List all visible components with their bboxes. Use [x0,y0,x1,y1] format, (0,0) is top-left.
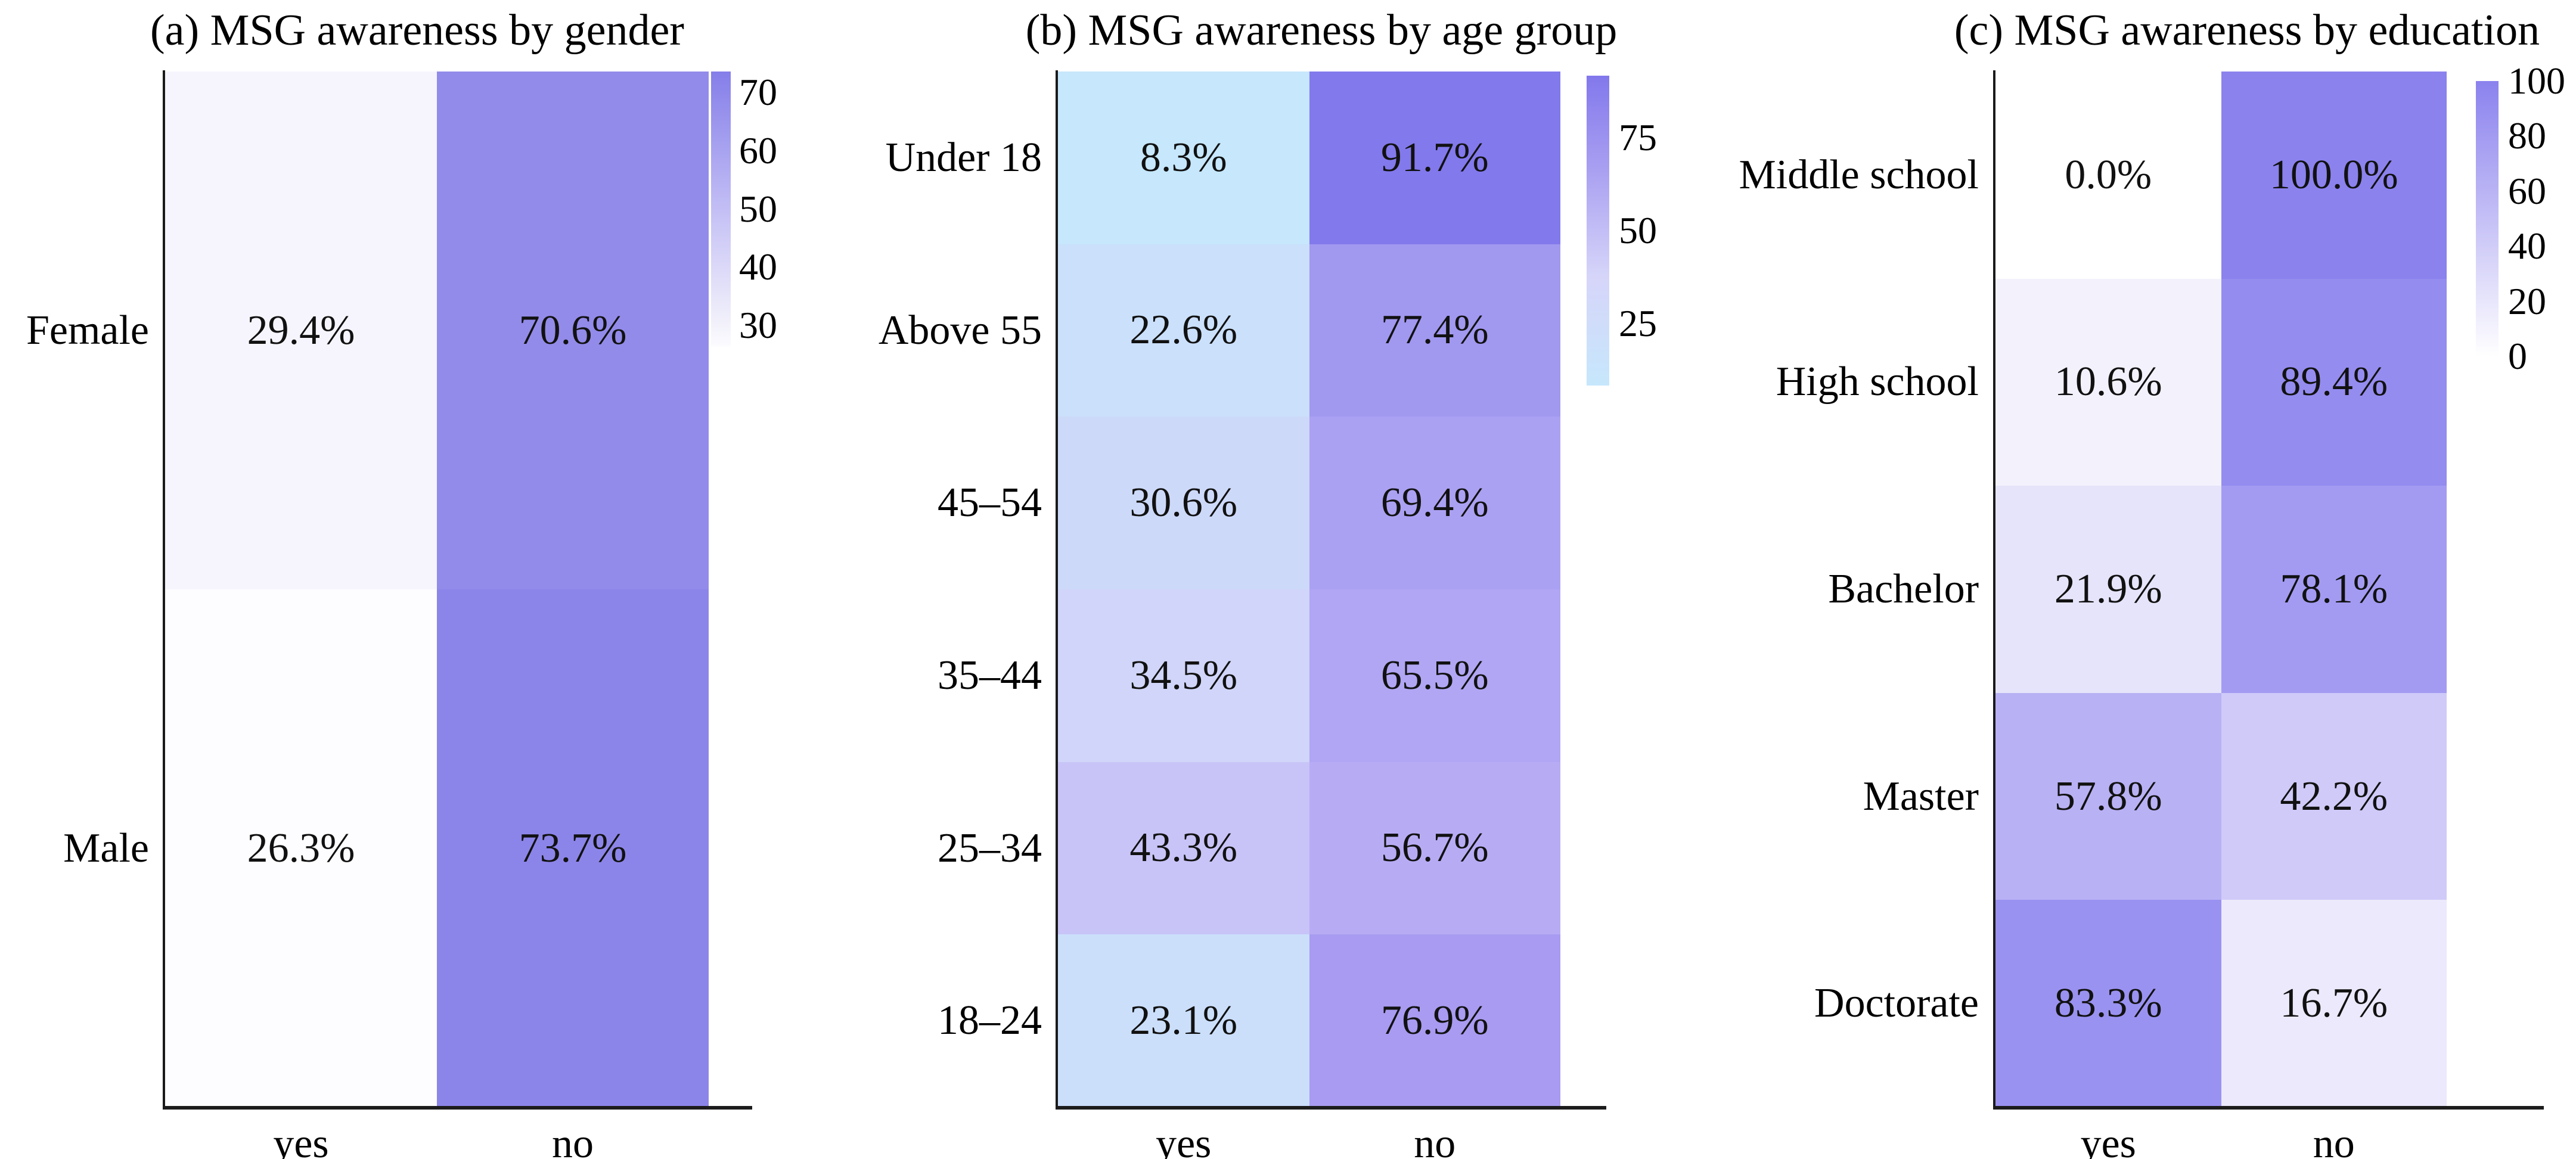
colorbar-tick: 50 [739,188,777,230]
heatmap-cell-25-34-no: 56.7% [1309,762,1560,935]
panel-a-bottom-spine [163,1106,752,1110]
panel-a-colorbar [711,72,731,347]
heatmap-cell-male-yes: 26.3% [165,589,437,1107]
panel-c-bottom-spine [1993,1106,2544,1110]
heatmap-cell-bachelor-yes: 21.9% [1995,486,2221,693]
x-label-yes: yes [273,1121,329,1159]
panel-b-heatmap: 8.3% 91.7% 22.6% 77.4% 30.6% 69.4% 34.5%… [1058,72,1560,1107]
heatmap-cell-25-34-yes: 43.3% [1058,762,1309,935]
colorbar-tick: 60 [2508,170,2546,212]
heatmap-cell-doctorate-yes: 83.3% [1995,900,2221,1107]
y-label-master: Master [1863,773,1979,819]
panel-c-title: (c) MSG awareness by education [1954,6,2540,55]
heatmap-cell-18-24-no: 76.9% [1309,934,1560,1107]
heatmap-cell-above55-no: 77.4% [1309,244,1560,417]
heatmap-cell-doctorate-no: 16.7% [2221,900,2447,1107]
x-label-no: no [1414,1121,1456,1159]
heatmap-cell-middle-school-yes: 0.0% [1995,72,2221,279]
y-label-doctorate: Doctorate [1814,980,1979,1027]
x-label-yes: yes [1156,1121,1212,1159]
colorbar-tick: 60 [739,129,777,172]
colorbar-tick: 0 [2508,335,2527,377]
y-label-middle-school: Middle school [1739,151,1979,198]
panel-b-colorbar [1587,76,1609,386]
y-label-35-44: 35–44 [938,652,1042,698]
heatmap-cell-female-yes: 29.4% [165,72,437,589]
heatmap-cell-45-54-yes: 30.6% [1058,417,1309,589]
heatmap-cell-high-school-no: 89.4% [2221,278,2447,486]
y-label-high-school: High school [1776,359,1979,405]
colorbar-tick: 50 [1619,209,1657,251]
heatmap-cell-middle-school-no: 100.0% [2221,72,2447,279]
y-label-25-34: 25–34 [938,825,1042,871]
y-label-bachelor: Bachelor [1828,565,1979,612]
heatmap-cell-35-44-yes: 34.5% [1058,589,1309,762]
heatmap-cell-male-no: 73.7% [437,589,709,1107]
panel-a-left-spine [163,70,165,1108]
heatmap-cell-45-54-no: 69.4% [1309,417,1560,589]
panel-a-heatmap: 29.4% 70.6% 26.3% 73.7% [165,72,709,1107]
panel-c-colorbar [2476,81,2499,356]
y-label-male: Male [63,825,149,871]
colorbar-tick: 20 [2508,280,2546,322]
colorbar-tick: 25 [1619,302,1657,344]
y-label-female: Female [26,307,149,353]
heatmap-cell-bachelor-no: 78.1% [2221,486,2447,693]
panel-a-x-axis: yes no [165,1117,709,1159]
panel-c-x-axis: yes no [1995,1117,2447,1159]
colorbar-tick: 70 [739,71,777,113]
panel-a-title: (a) MSG awareness by gender [150,6,684,55]
x-label-no: no [2313,1121,2355,1159]
colorbar-tick: 75 [1619,116,1657,159]
panel-c-y-axis: Middle school High school Bachelor Maste… [1739,72,1979,1107]
heatmap-cell-under18-yes: 8.3% [1058,72,1309,244]
panel-c-left-spine [1993,70,1995,1108]
panel-b-bottom-spine [1056,1106,1606,1110]
heatmap-cell-under18-no: 91.7% [1309,72,1560,244]
heatmap-cell-18-24-yes: 23.1% [1058,934,1309,1107]
panel-b-left-spine [1056,70,1058,1108]
heatmap-cell-above55-yes: 22.6% [1058,244,1309,417]
panel-b-x-axis: yes no [1058,1117,1560,1159]
panel-b-title: (b) MSG awareness by age group [1025,6,1618,55]
x-label-yes: yes [2080,1121,2136,1159]
colorbar-tick: 80 [2508,114,2546,157]
colorbar-tick: 40 [739,246,777,288]
heatmap-cell-35-44-no: 65.5% [1309,589,1560,762]
y-label-under-18: Under 18 [885,134,1042,181]
panel-c-heatmap: 0.0% 100.0% 10.6% 89.4% 21.9% 78.1% 57.8… [1995,72,2447,1107]
y-label-above-55: Above 55 [878,307,1042,353]
heatmap-cell-high-school-yes: 10.6% [1995,278,2221,486]
heatmap-cell-master-no: 42.2% [2221,692,2447,900]
heatmap-cell-master-yes: 57.8% [1995,692,2221,900]
colorbar-tick: 100 [2508,60,2565,102]
colorbar-tick: 40 [2508,225,2546,267]
y-label-45-54: 45–54 [938,480,1042,526]
heatmap-cell-female-no: 70.6% [437,72,709,589]
x-label-no: no [552,1121,594,1159]
panel-b-y-axis: Under 18 Above 55 45–54 35–44 25–34 18–2… [846,72,1042,1107]
colorbar-tick: 30 [739,304,777,346]
panel-a-y-axis: Female Male [0,72,149,1107]
y-label-18-24: 18–24 [938,998,1042,1044]
